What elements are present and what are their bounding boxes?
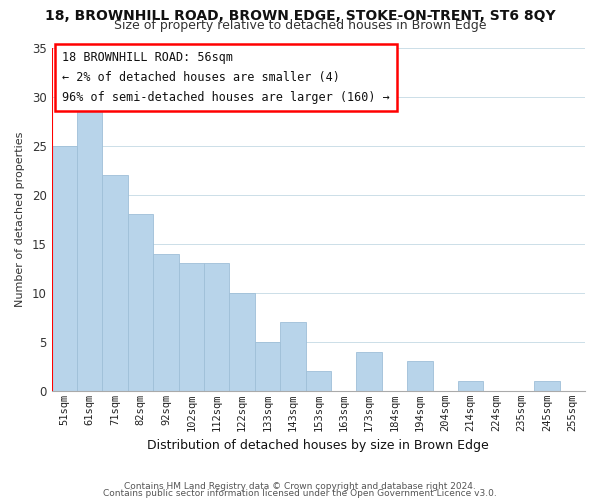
Bar [103, 175, 128, 391]
Text: Contains public sector information licensed under the Open Government Licence v3: Contains public sector information licen… [103, 489, 497, 498]
X-axis label: Distribution of detached houses by size in Brown Edge: Distribution of detached houses by size … [148, 440, 489, 452]
Bar [255, 342, 280, 391]
Bar [356, 352, 382, 391]
Text: 18 BROWNHILL ROAD: 56sqm
← 2% of detached houses are smaller (4)
96% of semi-det: 18 BROWNHILL ROAD: 56sqm ← 2% of detache… [62, 51, 390, 104]
Bar [153, 254, 179, 391]
Bar [204, 264, 229, 391]
Text: Contains HM Land Registry data © Crown copyright and database right 2024.: Contains HM Land Registry data © Crown c… [124, 482, 476, 491]
Bar [534, 381, 560, 391]
Text: 18, BROWNHILL ROAD, BROWN EDGE, STOKE-ON-TRENT, ST6 8QY: 18, BROWNHILL ROAD, BROWN EDGE, STOKE-ON… [44, 9, 556, 23]
Y-axis label: Number of detached properties: Number of detached properties [15, 132, 25, 307]
Bar [305, 372, 331, 391]
Text: Size of property relative to detached houses in Brown Edge: Size of property relative to detached ho… [114, 18, 486, 32]
Bar [52, 146, 77, 391]
Bar [280, 322, 305, 391]
Bar [128, 214, 153, 391]
Bar [179, 264, 204, 391]
Bar [407, 362, 433, 391]
Bar [77, 106, 103, 391]
Bar [229, 293, 255, 391]
Bar [458, 381, 484, 391]
